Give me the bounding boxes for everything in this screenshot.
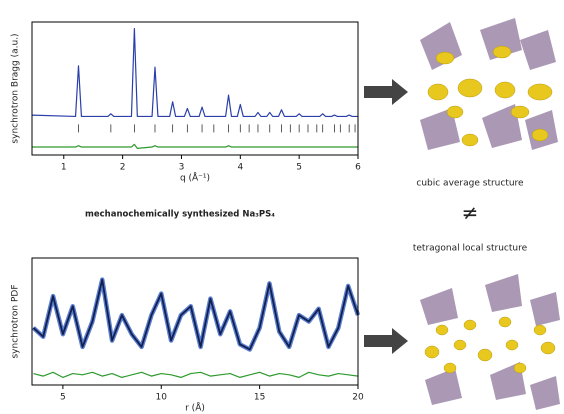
x-axis-label: q (Å⁻¹) (180, 172, 210, 184)
curve (33, 372, 358, 377)
x-axis-label: r (Å) (185, 402, 205, 414)
y-axis-label: synchrotron PDF (11, 284, 21, 358)
x-tick-label: 4 (237, 163, 243, 173)
annotation: cubic average structure (416, 179, 524, 189)
x-tick-label: 2 (120, 163, 126, 173)
annotation: tetragonal local structure (413, 244, 528, 254)
tetragonal-structure (420, 274, 560, 410)
figure: mechanochemically synthesized Na₃PS₄ cub… (0, 0, 564, 414)
x-tick-label: 6 (355, 163, 361, 173)
x-tick-label: 5 (296, 163, 302, 173)
curve (32, 29, 358, 117)
x-tick-label: 3 (179, 163, 185, 173)
data-curve (33, 280, 358, 350)
x-tick-label: 10 (156, 393, 168, 403)
arrow-top (364, 79, 408, 105)
y-axis-label: synchrotron Bragg (a.u.) (11, 33, 21, 143)
plot-frame (32, 22, 358, 155)
cubic-structure (420, 18, 558, 150)
figure-caption: mechanochemically synthesized Na₃PS₄ (85, 210, 275, 220)
arrow-bottom (364, 328, 408, 354)
x-tick-label: 20 (352, 393, 364, 403)
arrow (364, 79, 408, 354)
x-tick-label: 1 (61, 163, 67, 173)
curve (32, 144, 358, 148)
annotation: ≠ (462, 201, 479, 225)
x-tick-label: 15 (254, 393, 265, 403)
x-tick-label: 5 (60, 393, 66, 403)
